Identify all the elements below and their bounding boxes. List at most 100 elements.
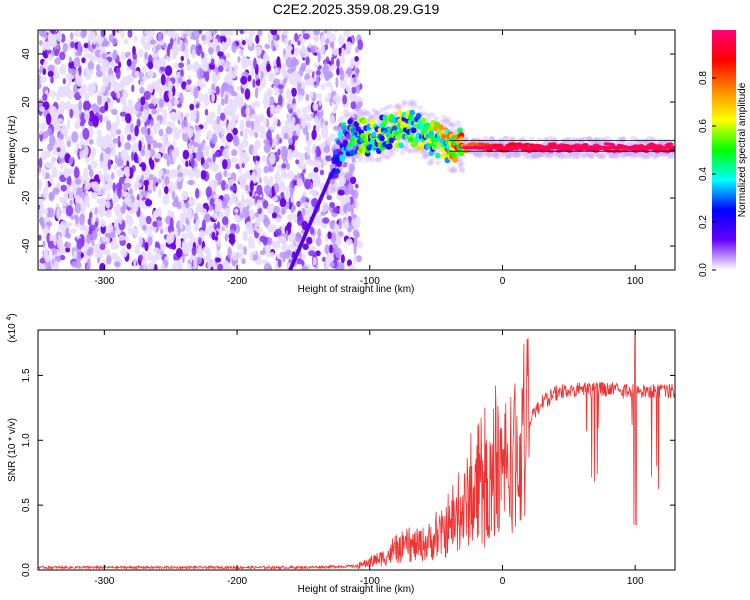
noise-cell [138,140,142,152]
signal-cell [667,142,674,146]
noise-cell [295,258,304,265]
noise-cell [271,39,275,52]
noise-cell [144,148,151,160]
noise-cell [226,132,234,143]
noise-cell [242,206,250,219]
noise-cell [65,184,71,193]
noise-cell [143,57,149,64]
noise-cell [355,200,359,211]
haze-cell [393,104,400,110]
noise-cell [255,34,260,44]
noise-cell [220,136,226,144]
noise-cell [284,37,289,46]
noise-cell [228,85,235,95]
noise-cell [70,41,76,49]
noise-cell [197,143,202,155]
noise-cell [136,118,141,128]
signal-cell [379,135,385,142]
haze-cell [463,136,469,142]
noise-cell [207,88,213,96]
noise-cell [276,30,282,36]
haze-cell [387,103,394,109]
noise-cell [220,98,225,106]
noise-cell [254,114,261,125]
snr-xtick-label: 0 [500,576,506,587]
noise-cell [193,212,199,221]
noise-cell [271,212,277,219]
noise-cell [75,142,80,149]
noise-cell [293,174,299,181]
noise-cell [349,176,357,185]
noise-cell [64,135,72,142]
haze-cell [596,153,603,159]
noise-cell [195,39,200,47]
noise-cell [138,254,143,262]
haze-cell [594,138,601,144]
noise-cell [334,30,338,33]
noise-cell [166,45,171,57]
noise-cell [181,232,189,240]
noise-cell [335,77,339,88]
noise-cell [85,183,91,190]
noise-cell [116,157,124,167]
noise-cell [48,105,54,113]
noise-cell [345,41,353,52]
noise-cell [239,119,245,132]
noise-cell [76,238,84,250]
noise-cell [243,132,249,140]
noise-cell [152,139,158,149]
haze-cell [447,166,454,172]
noise-cell [247,236,255,246]
noise-cell [39,65,44,72]
noise-cell [42,93,48,102]
noise-cell [124,172,130,178]
haze-cell [405,147,412,153]
noise-cell [329,202,336,208]
haze-cell [530,153,537,159]
noise-cell [124,126,128,135]
noise-cell [106,237,111,243]
haze-cell [600,152,607,158]
noise-cell [332,206,339,214]
haze-cell [369,157,376,163]
noise-cell [91,240,95,247]
noise-cell [238,167,242,174]
noise-cell [127,217,134,228]
noise-cell [254,167,262,173]
noise-cell [105,209,113,218]
noise-cell [310,45,317,53]
haze-cell [351,159,358,165]
noise-cell [96,198,104,205]
noise-cell [171,190,176,200]
noise-cell [278,94,283,106]
noise-cell [281,182,286,193]
noise-cell [351,156,356,163]
haze-cell [329,184,336,190]
signal-cell [395,134,401,141]
noise-cell [112,182,116,192]
colorbar-tick-label: 0.2 [698,215,709,229]
signal-cell [420,117,427,124]
noise-cell [130,122,134,134]
noise-cell [108,103,113,112]
noise-cell [214,236,219,241]
haze-cell [504,154,511,160]
haze-cell [542,138,549,144]
haze-cell [383,155,390,160]
noise-cell [241,192,245,201]
noise-cell [257,63,262,75]
noise-cell [70,228,77,234]
noise-cell [226,229,231,235]
noise-cell [38,217,43,224]
noise-cell [66,168,74,175]
noise-cell [323,30,328,34]
noise-cell [350,100,357,110]
noise-cell [43,60,49,70]
noise-cell [355,46,359,53]
haze-cell [498,138,505,144]
haze-cell [361,111,368,117]
colorbar-tick-label: 0.4 [698,167,709,181]
snr-ylabel: SNR (10 * v/v) [7,418,18,482]
noise-cell [204,255,210,262]
